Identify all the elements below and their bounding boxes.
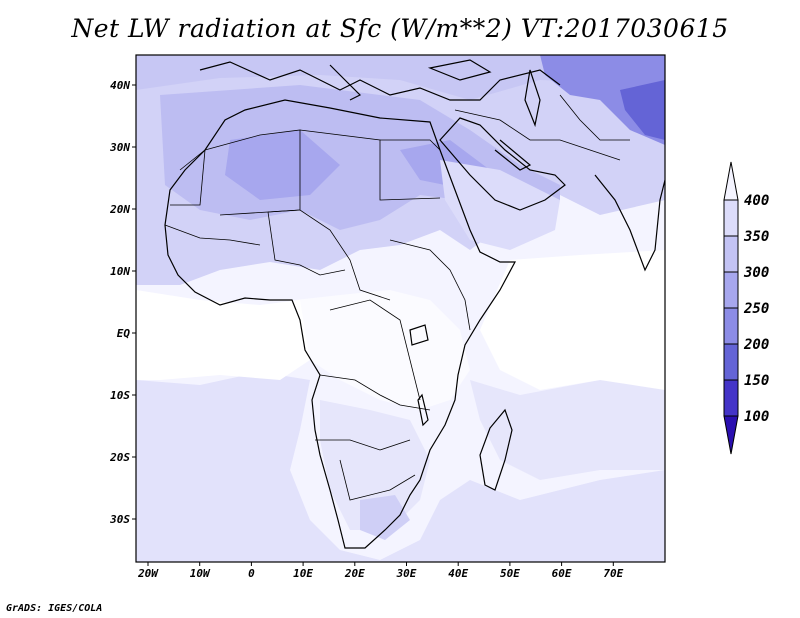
y-tick-label: 10N: [110, 265, 130, 278]
colorbar-swatch: [723, 343, 739, 381]
x-tick-label: 70E: [603, 567, 623, 580]
europe-coastline: [199, 61, 561, 101]
y-tick-label: 20S: [109, 451, 130, 464]
x-tick-label: 60E: [552, 567, 572, 580]
field-south-ocean: [136, 372, 665, 562]
y-tick-label: EQ: [117, 327, 131, 340]
y-tick-label: 30N: [109, 141, 130, 154]
y-tick-label: 20N: [109, 203, 130, 216]
x-tick-label: 0: [248, 567, 255, 580]
x-tick-label: 10E: [293, 567, 313, 580]
colorbar-swatch: [723, 379, 739, 417]
colorbar-swatch: [723, 307, 739, 345]
x-axis: 20W 10W 0 10E 20E 30E 40E 50E 60E 70E: [137, 562, 624, 580]
colorbar: 400 350 300 250 200 150 100: [723, 161, 769, 455]
caspian: [524, 69, 541, 128]
field-dark-patch-1: [225, 130, 340, 200]
colorbar-swatch: [723, 271, 739, 309]
arabia-coastline: [439, 117, 566, 211]
coastlines: [164, 59, 665, 549]
colorbar-label: 100: [744, 409, 769, 425]
x-tick-label: 50E: [500, 567, 520, 580]
x-tick-label: 30E: [396, 567, 417, 580]
field-south-africa-dark: [360, 495, 410, 540]
x-tick-label: 10W: [190, 567, 211, 580]
field-central-africa: [295, 290, 470, 410]
x-tick-label: 20E: [344, 567, 365, 580]
africa-coastline: [164, 99, 517, 549]
field-north-band: [136, 55, 665, 100]
colorbar-top-arrow: [723, 161, 739, 201]
field-himalaya: [540, 55, 665, 145]
colorbar-label: 150: [744, 373, 769, 389]
field-east-ocean: [470, 380, 665, 480]
colorbar-swatch: [723, 235, 739, 273]
plot-frame: [135, 54, 666, 563]
madagascar: [479, 408, 513, 491]
persian-gulf: [494, 139, 532, 171]
x-tick-label: 20W: [137, 567, 159, 580]
lake-victoria: [409, 324, 429, 346]
field-indian-ocean: [480, 250, 665, 390]
field-himalaya-core: [620, 80, 665, 140]
india-coastline: [594, 174, 665, 272]
x-tick-label: 40E: [448, 567, 468, 580]
y-axis: 40N 30N 20N 10N EQ 10S 20S 30S: [109, 79, 136, 526]
colorbar-label: 300: [743, 265, 769, 281]
black-sea: [427, 59, 492, 81]
colorbar-swatch: [723, 199, 739, 237]
country-borders: [164, 94, 630, 501]
field-tropical-atlantic: [136, 290, 310, 380]
colorbar-label: 400: [744, 193, 769, 209]
colorbar-label: 200: [743, 337, 769, 353]
colorbar-label: 350: [743, 229, 769, 245]
field-arabia: [440, 160, 560, 250]
colorbar-label: 250: [743, 301, 769, 317]
shaded-field: [136, 55, 665, 562]
chart-title: Net LW radiation at Sfc (W/m**2) VT:2017…: [71, 14, 729, 43]
y-tick-label: 30S: [109, 513, 130, 526]
field-south-africa: [320, 400, 430, 530]
y-tick-label: 10S: [110, 389, 130, 402]
italy-coast: [329, 64, 362, 101]
colorbar-bottom-arrow: [723, 415, 739, 455]
footer-credit: GrADS: IGES/COLA: [6, 603, 103, 614]
y-tick-label: 40N: [110, 79, 130, 92]
